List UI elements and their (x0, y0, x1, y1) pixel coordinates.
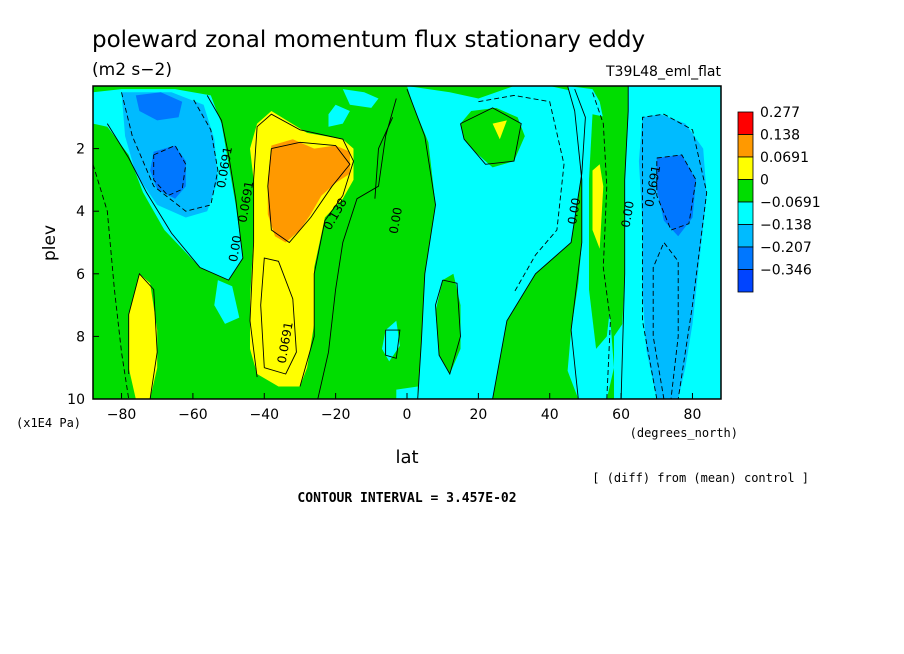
y-axis-units: (x1E4 Pa) (16, 416, 81, 430)
legend-label-1: 0.138 (760, 128, 800, 144)
x-tick-label-60: 60 (612, 407, 630, 423)
contour-label-4: 0.00 (387, 206, 405, 235)
field-region-10 (492, 120, 507, 140)
x-axis-label: lat (395, 447, 418, 468)
legend-swatch-3 (737, 179, 754, 203)
y-axis: 2 4 6 8 10 (67, 142, 99, 408)
legend: 0.277 0.138 0.0691 0 −0.0691 −0.138 −0.207 −0.3… (737, 105, 821, 293)
x-tick-label--80: −80 (107, 407, 137, 423)
legend-swatch-0 (737, 111, 754, 135)
field-region-14 (592, 164, 604, 249)
legend-label-7: −0.346 (760, 263, 812, 279)
contour-line-12 (567, 86, 583, 399)
field-region-9 (460, 107, 525, 168)
legend-swatch-2 (737, 156, 754, 180)
contour-line-11 (592, 92, 611, 399)
legend-label-4: −0.0691 (760, 195, 821, 211)
contour-line-15 (656, 154, 697, 231)
y-tick-label-8: 8 (76, 329, 85, 345)
contour-line-21 (385, 329, 401, 359)
legend-swatch-4 (737, 201, 754, 225)
legend-swatch-7 (737, 269, 754, 293)
legend-label-6: −0.207 (760, 240, 812, 256)
x-tick-label-0: 0 (403, 407, 412, 423)
contour-line-5 (260, 257, 297, 375)
field-region-18 (382, 320, 400, 362)
legend-label-2: 0.0691 (760, 150, 809, 166)
y-tick-label-2: 2 (76, 142, 85, 158)
legend-swatch-1 (737, 134, 754, 158)
field-region-22 (214, 280, 240, 324)
field-region-5 (328, 104, 350, 127)
x-tick-label--40: −40 (249, 407, 279, 423)
contour-line-7 (406, 88, 436, 399)
contour-line-9 (460, 107, 522, 165)
x-tick-label-40: 40 (541, 407, 559, 423)
y-axis-label: plev (40, 225, 60, 261)
x-axis: −80 −60 −40 −20 0 20 40 60 80 (107, 393, 702, 423)
contour-interval: CONTOUR INTERVAL = 3.457E-02 (297, 491, 516, 506)
field-region-20 (128, 273, 158, 399)
contour-line-10 (435, 279, 461, 376)
diff-note: [ (diff) from (mean) control ] (592, 471, 809, 485)
contour-line-3 (249, 113, 354, 387)
y-tick-label-4: 4 (76, 204, 85, 220)
contour-line-19 (128, 272, 158, 399)
y-tick-label-10: 10 (67, 392, 85, 408)
run-name: T39L48_eml_flat (605, 64, 722, 80)
chart-units: (m2 s−2) (92, 60, 172, 80)
contour-label-0: 0.00 (226, 234, 244, 263)
x-tick-label-80: 80 (684, 407, 702, 423)
field-region-17 (656, 154, 696, 237)
contour-line-1 (121, 92, 219, 212)
x-axis-units: (degrees_north) (630, 426, 738, 440)
field-region-19 (342, 89, 379, 108)
contour-label-7: 0.00 (619, 200, 637, 229)
x-tick-label-20: 20 (469, 407, 487, 423)
contour-line-13 (620, 86, 629, 399)
contour-line-18 (93, 164, 130, 399)
field-region-11 (435, 273, 461, 374)
contour-line-8 (492, 88, 586, 399)
legend-label-3: 0 (760, 173, 769, 189)
x-tick-label--60: −60 (178, 407, 208, 423)
legend-swatch-5 (737, 224, 754, 248)
field-region-23 (396, 386, 418, 399)
contour-line-14 (642, 113, 708, 399)
contour-line-6 (317, 98, 397, 399)
contour-layer (93, 86, 708, 399)
field-region-3 (135, 92, 183, 121)
legend-label-0: 0.277 (760, 105, 800, 121)
contour-label-6: 0.00 (565, 197, 583, 226)
x-tick-label--20: −20 (321, 407, 351, 423)
y-tick-label-6: 6 (76, 267, 85, 283)
contour-line-0 (106, 95, 244, 281)
field-region-7 (267, 139, 350, 243)
legend-swatch-6 (737, 246, 754, 270)
contour-line-4 (267, 141, 351, 244)
chart-title: poleward zonal momentum flux stationary … (92, 27, 645, 53)
contour-line-20 (374, 117, 394, 199)
contour-line-16 (652, 241, 679, 399)
contour-line-17 (478, 94, 565, 293)
contour-line-2 (153, 144, 187, 197)
legend-label-5: −0.138 (760, 218, 812, 234)
